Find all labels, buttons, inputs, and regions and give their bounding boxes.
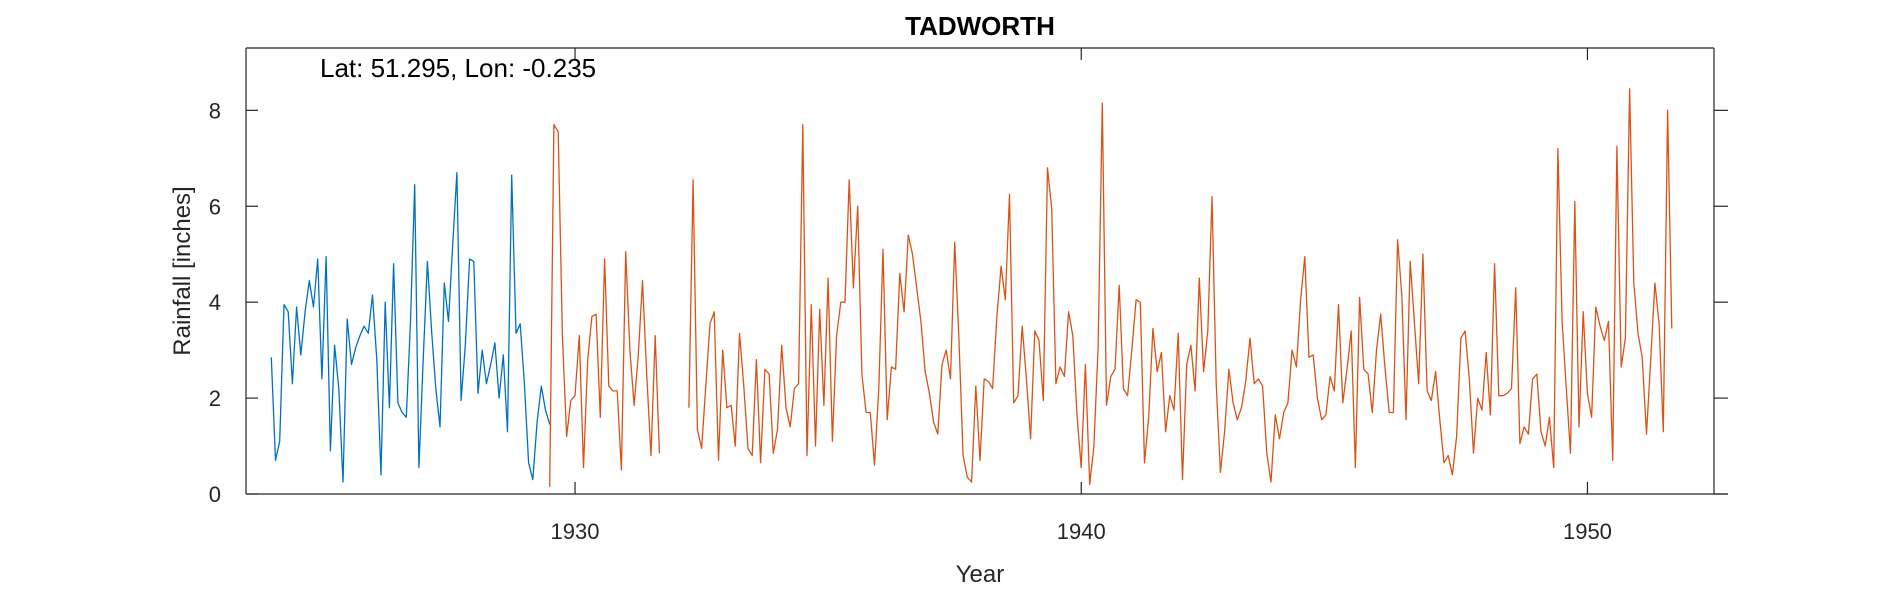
series-2-line-segment-2: [688, 88, 1673, 486]
y-tick-label-8: 8: [209, 98, 221, 123]
x-tick-label-1940: 1940: [1057, 519, 1106, 544]
series-2-line-segment-1: [549, 124, 661, 487]
plot-area: [246, 48, 1714, 494]
y-tick-label-4: 4: [209, 290, 221, 315]
chart-title: TADWORTH: [905, 11, 1055, 41]
series-layer: [270, 88, 1673, 487]
x-tick-label-1950: 1950: [1563, 519, 1612, 544]
y-tick-label-6: 6: [209, 194, 221, 219]
y-axis-title: Rainfall [inches]: [169, 186, 196, 355]
series-1-line-segment-1: [270, 172, 551, 483]
ticks-layer: 1930 1940 1950 0 2 4 6 8: [209, 48, 1728, 544]
y-tick-label-2: 2: [209, 386, 221, 411]
x-tick-label-1930: 1930: [551, 519, 600, 544]
x-axis-title: Year: [956, 561, 1005, 588]
plot-frame: [245, 47, 1728, 495]
y-tick-label-0: 0: [209, 482, 221, 507]
location-annotation: Lat: 51.295, Lon: -0.235: [320, 53, 596, 83]
